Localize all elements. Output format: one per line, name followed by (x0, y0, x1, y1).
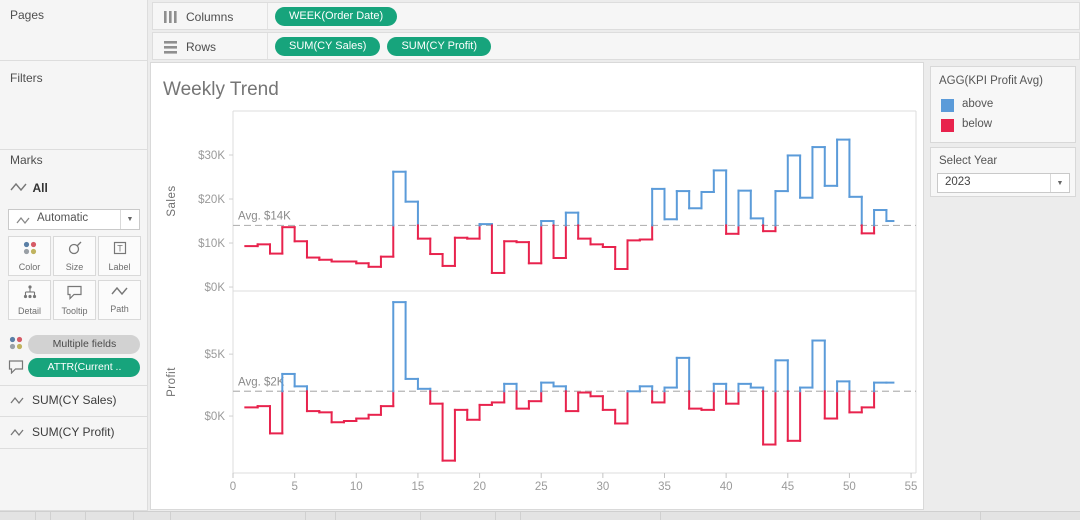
shelf-pill[interactable]: SUM(CY Profit) (387, 37, 492, 56)
legend-item-above[interactable]: above (941, 97, 1075, 115)
measure-card-2[interactable]: SUM(CY Profit) (0, 418, 148, 449)
avg-reference-label: Avg. $14K (238, 210, 291, 222)
columns-shelf[interactable]: Columns WEEK(Order Date) (152, 2, 1080, 30)
x-tick-label: 5 (291, 481, 297, 493)
x-tick-label: 55 (905, 481, 918, 493)
x-tick-label: 30 (596, 481, 609, 493)
y-tick-label: $0K (205, 282, 226, 294)
mark-type-dropdown[interactable]: Automatic ▼ (8, 209, 140, 230)
columns-pill-area: WEEK(Order Date) (275, 7, 404, 26)
year-filter-label: Select Year (939, 155, 998, 167)
tooltip-icon (66, 284, 83, 302)
marks-card-all[interactable]: All (10, 179, 48, 195)
y-axis-title: Sales (166, 185, 178, 216)
color-legend-card: AGG(KPI Profit Avg) above below (930, 66, 1076, 143)
line-chart-icon (10, 182, 27, 192)
year-filter-card: Select Year 2023 ▼ (930, 147, 1076, 197)
line-chart-icon (16, 216, 30, 225)
x-tick-label: 40 (720, 481, 733, 493)
measure-card-1[interactable]: SUM(CY Sales) (0, 386, 148, 417)
columns-shelf-label: Columns (186, 10, 234, 24)
color-icon (22, 240, 38, 258)
filters-shelf[interactable]: Filters (0, 60, 148, 150)
y-tick-label: $5K (205, 349, 226, 361)
divider (0, 385, 148, 386)
filters-shelf-label: Filters (10, 71, 43, 85)
divider (267, 3, 268, 29)
y-tick-label: $10K (198, 238, 225, 250)
mark-type-value: Automatic (37, 212, 89, 224)
x-tick-label: 10 (350, 481, 363, 493)
year-filter-dropdown[interactable]: 2023 ▼ (937, 173, 1070, 193)
x-tick-label: 20 (473, 481, 486, 493)
shelf-pill[interactable]: WEEK(Order Date) (275, 7, 398, 26)
columns-icon (164, 11, 177, 23)
y-tick-label: $20K (198, 194, 225, 206)
svg-text:T: T (117, 244, 123, 254)
divider (267, 33, 268, 59)
line-chart-icon (10, 396, 24, 405)
marks-button-label[interactable]: T Label (98, 236, 141, 276)
tooltip-shelf-pill[interactable]: ATTR(Current .. (28, 358, 141, 377)
x-tick-label: 45 (781, 481, 794, 493)
marks-button-detail[interactable]: Detail (8, 280, 51, 320)
line-chart-icon (10, 428, 24, 437)
color-icon (9, 336, 23, 350)
trend-chart[interactable]: $0K $10K $20K $30K Sales Avg. $14K $0K $5K Profi… (151, 63, 925, 511)
color-shelf-pill[interactable]: Multiple fields (28, 335, 141, 354)
bottom-strip (0, 511, 1080, 520)
x-tick-label: 25 (535, 481, 548, 493)
marks-button-color[interactable]: Color (8, 236, 51, 276)
chevron-down-icon[interactable]: ▼ (120, 210, 139, 229)
y-tick-label: $30K (198, 150, 225, 162)
shelf-pill[interactable]: SUM(CY Sales) (275, 37, 381, 56)
marks-button-path[interactable]: Path (98, 280, 141, 320)
legend-item-below[interactable]: below (941, 117, 1075, 135)
year-filter-value: 2023 (945, 176, 971, 188)
marks-header: Marks (10, 153, 43, 167)
x-tick-label: 50 (843, 481, 856, 493)
rows-shelf-label: Rows (186, 40, 217, 54)
detail-icon (22, 284, 38, 302)
marks-card-title: All (32, 181, 48, 195)
size-icon (67, 240, 83, 258)
path-icon (111, 284, 128, 302)
label-icon: T (112, 240, 128, 258)
y-tick-label: $0K (205, 411, 226, 423)
pages-shelf-label: Pages (10, 8, 45, 22)
pages-shelf[interactable]: Pages (0, 0, 148, 61)
tooltip-icon (8, 360, 24, 375)
x-tick-label: 35 (658, 481, 671, 493)
chevron-down-icon[interactable]: ▼ (1050, 174, 1069, 192)
chart-title: Weekly Trend (163, 79, 279, 100)
worksheet-card: Weekly Trend $0K $10K $20K $30K Sales Avg. $1… (150, 62, 924, 510)
x-tick-label: 15 (412, 481, 425, 493)
legend-items: above below (931, 95, 1075, 137)
rows-pill-area: SUM(CY Sales) SUM(CY Profit) (275, 37, 498, 56)
rows-icon (164, 41, 177, 54)
marks-buttons: Color Size T Label Detail Tooltip Path (0, 236, 148, 324)
divider (0, 149, 148, 150)
marks-button-size[interactable]: Size (53, 236, 96, 276)
legend-title: AGG(KPI Profit Avg) (939, 75, 1043, 87)
y-axis-title: Profit (166, 367, 178, 397)
legend-swatch (941, 119, 954, 132)
tooltip-shelf-row[interactable]: ATTR(Current .. (8, 358, 141, 377)
marks-button-tooltip[interactable]: Tooltip (53, 280, 96, 320)
x-tick-label: 0 (230, 481, 236, 493)
rows-shelf[interactable]: Rows SUM(CY Sales) SUM(CY Profit) (152, 32, 1080, 60)
color-shelf-row[interactable]: Multiple fields (8, 335, 141, 354)
legend-swatch (941, 99, 954, 112)
avg-reference-label: Avg. $2K (238, 376, 285, 388)
